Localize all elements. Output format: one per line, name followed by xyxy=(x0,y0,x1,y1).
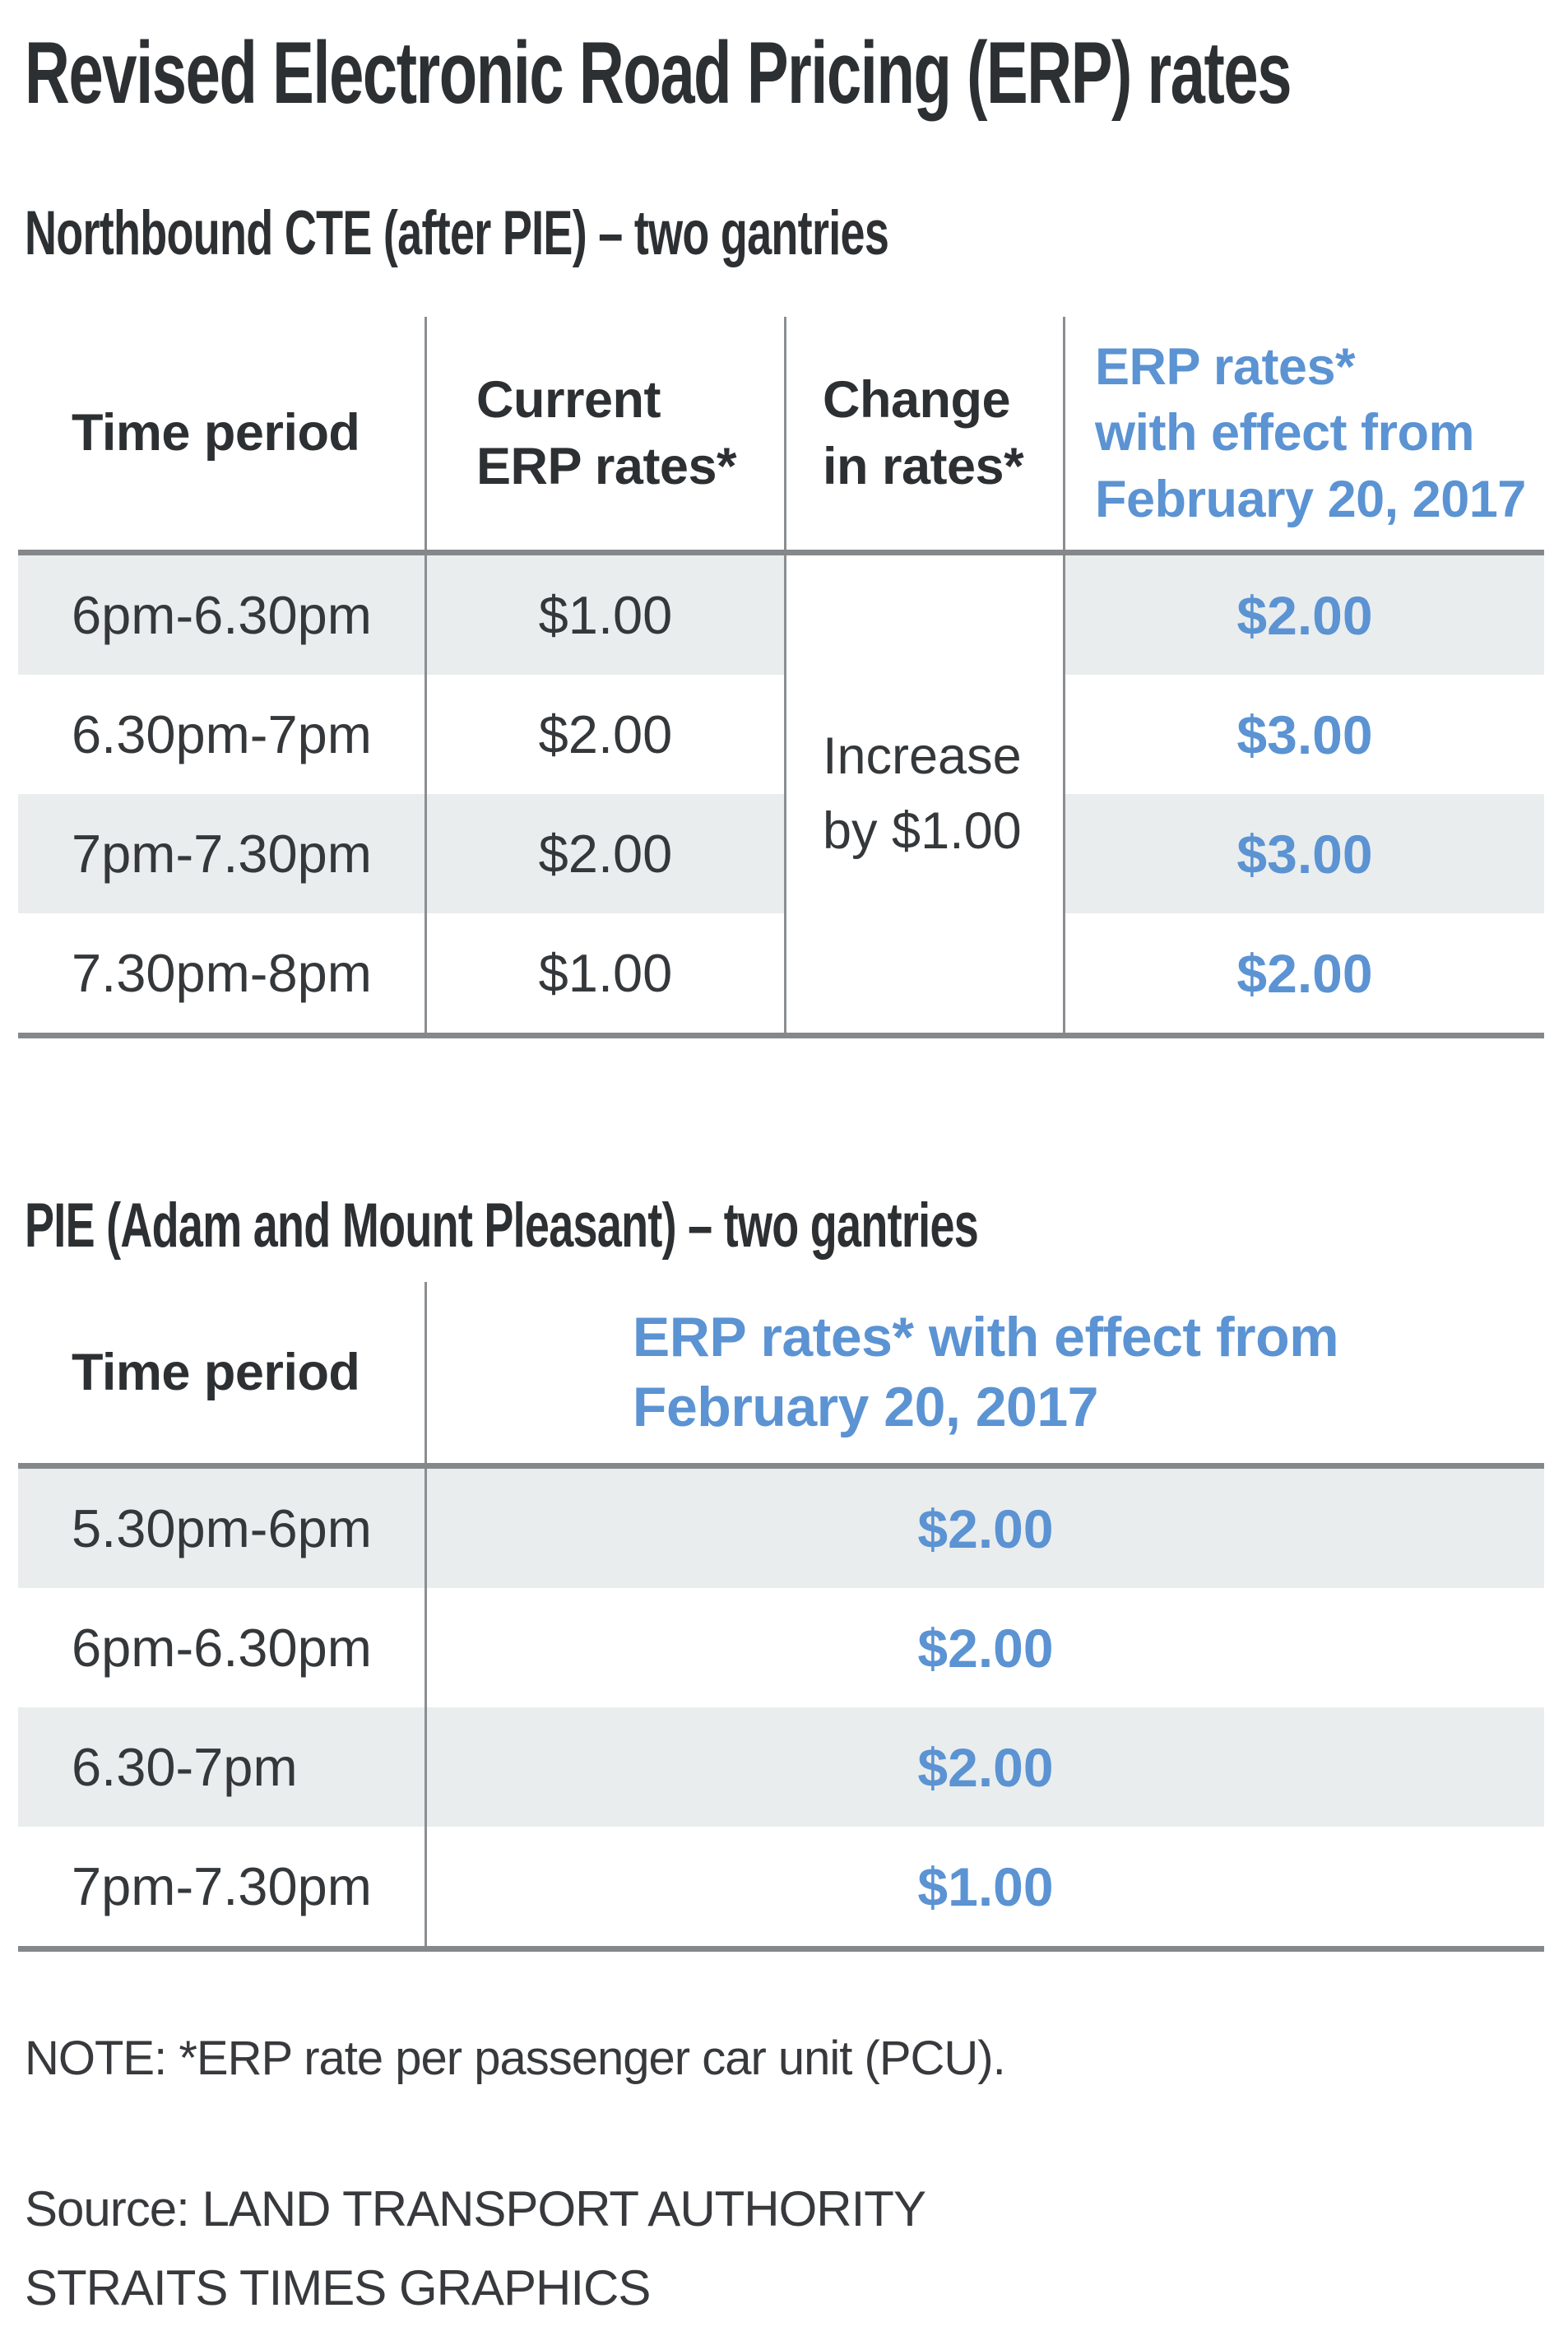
table-row-current-rate: $1.00 xyxy=(427,555,786,675)
table2-heading: PIE (Adam and Mount Pleasant) – two gant… xyxy=(25,1191,979,1261)
table-row-new-rate: $3.00 xyxy=(1236,704,1373,765)
table1-heading: Northbound CTE (after PIE) – two gantrie… xyxy=(25,198,889,268)
table1-header-time-period: Time period xyxy=(18,317,427,550)
table-row-time: 6pm-6.30pm xyxy=(18,1588,427,1707)
table-row-time: 7pm-7.30pm xyxy=(18,1827,427,1946)
table1-header-current-rates: Current ERP rates* xyxy=(427,317,786,550)
table2-header-rates: ERP rates* with effect from February 20,… xyxy=(632,1306,1339,1438)
table1-header-new-rates: ERP rates* with effect from February 20,… xyxy=(1095,337,1526,528)
table-row-time: 7.30pm-8pm xyxy=(18,913,427,1033)
table-row-time: 7pm-7.30pm xyxy=(18,794,427,913)
table-row-rate: $2.00 xyxy=(427,1707,1544,1827)
change-in-rates-merged-cell: Increase by $1.00 xyxy=(786,555,1065,1033)
table2-header-row: Time period ERP rates* with effect from … xyxy=(18,1282,1544,1469)
table-row-time: 6.30-7pm xyxy=(18,1707,427,1827)
credit-line: STRAITS TIMES GRAPHICS xyxy=(25,2260,651,2315)
footnote: NOTE: *ERP rate per passenger car unit (… xyxy=(25,2032,1006,2085)
table-row-current-rate: $2.00 xyxy=(427,675,786,794)
table-row-time: 5.30pm-6pm xyxy=(18,1469,427,1588)
table1-header-change-in-rates: Change in rates* xyxy=(786,317,1065,550)
table-row-new-rate: $2.00 xyxy=(1065,555,1544,675)
table1-header-row: Time period Current ERP rates* Change in… xyxy=(18,317,1544,555)
table2-body: 5.30pm-6pm 6pm-6.30pm 6.30-7pm 7pm-7.30p… xyxy=(18,1469,1544,1952)
table-row-rate: $2.00 xyxy=(427,1469,1544,1588)
table-row-new-rate: $2.00 xyxy=(1236,942,1373,1004)
table1-body: 6pm-6.30pm 6.30pm-7pm 7pm-7.30pm 7.30pm-… xyxy=(18,555,1544,1038)
page-title: Revised Electronic Road Pricing (ERP) ra… xyxy=(25,23,1292,122)
table-row-rate: $1.00 xyxy=(917,1855,1054,1917)
table-row-current-rate: $2.00 xyxy=(427,794,786,913)
table-northbound-cte: Time period Current ERP rates* Change in… xyxy=(18,317,1544,1038)
table-row-new-rate: $3.00 xyxy=(1065,794,1544,913)
table-row-time: 6.30pm-7pm xyxy=(18,675,427,794)
source-line: Source: LAND TRANSPORT AUTHORITY xyxy=(25,2181,926,2236)
table-row-current-rate: $1.00 xyxy=(427,913,786,1033)
table-row-time: 6pm-6.30pm xyxy=(18,555,427,675)
table2-header-time-period: Time period xyxy=(18,1282,427,1463)
table-row-rate: $2.00 xyxy=(917,1617,1054,1679)
table-pie-gantries: Time period ERP rates* with effect from … xyxy=(18,1282,1544,1952)
